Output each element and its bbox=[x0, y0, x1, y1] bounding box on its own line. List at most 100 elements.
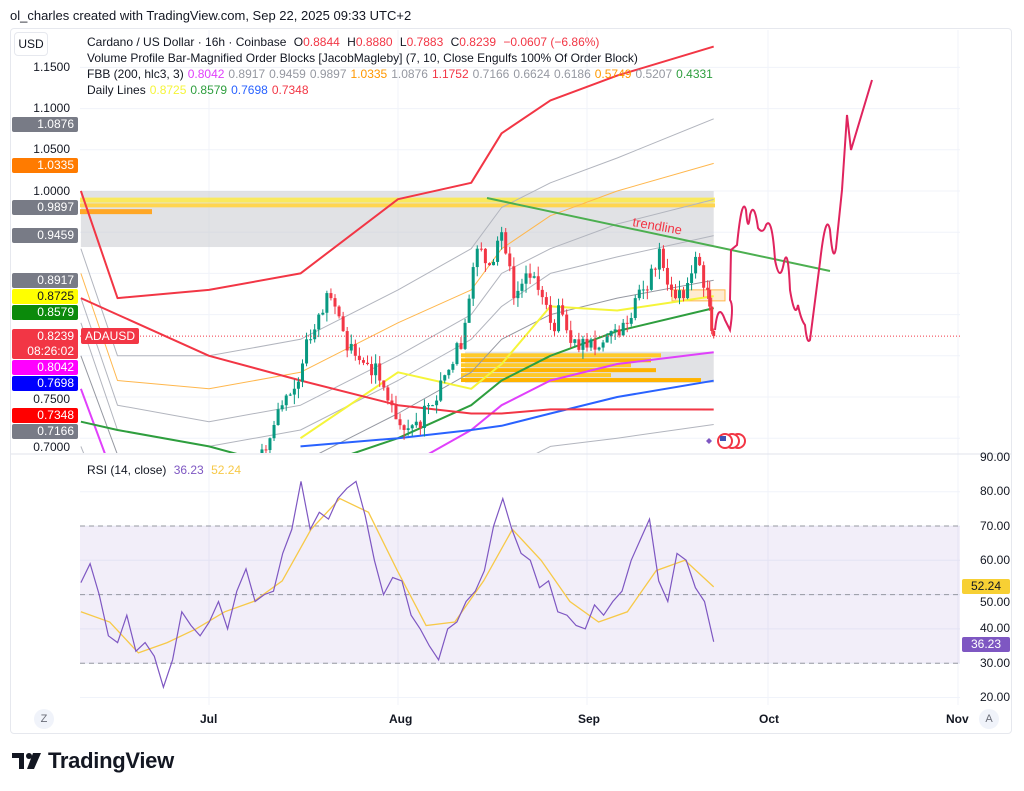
event-icons bbox=[706, 433, 746, 449]
fbb-value: 1.0876 bbox=[391, 67, 428, 81]
price-tick: 0.7000 bbox=[33, 439, 70, 454]
auto-scale-button[interactable]: A bbox=[979, 709, 999, 729]
candle-body bbox=[394, 405, 398, 420]
candle-body bbox=[418, 421, 422, 428]
candle-body bbox=[500, 232, 504, 241]
volume-bar bbox=[461, 378, 701, 383]
candle-body bbox=[276, 409, 280, 426]
candle-body bbox=[633, 298, 637, 319]
band-line bbox=[80, 351, 714, 453]
candle-body bbox=[300, 363, 304, 382]
ohlc-low: L0.7883 bbox=[399, 35, 444, 49]
candle-body bbox=[710, 306, 714, 331]
candle-body bbox=[382, 380, 386, 388]
candle-body bbox=[653, 268, 657, 270]
fbb-value: 0.5207 bbox=[635, 67, 673, 81]
rsi-tick: 80.00 bbox=[979, 484, 1010, 499]
candle-body bbox=[585, 338, 589, 348]
candle-body bbox=[366, 362, 370, 365]
fbb-value: 0.6186 bbox=[554, 67, 591, 81]
candle-body bbox=[317, 314, 321, 330]
tradingview-logo: TradingView bbox=[12, 748, 174, 774]
ohlc-close: C0.8239 bbox=[450, 35, 496, 49]
candle-body bbox=[410, 425, 414, 429]
fbb-value: 0.6624 bbox=[513, 67, 551, 81]
candle-body bbox=[447, 369, 451, 376]
candle-body bbox=[536, 276, 540, 290]
fbb-value: 1.0335 bbox=[350, 67, 388, 81]
credit-text: ol_charles created with TradingView.com,… bbox=[10, 8, 412, 23]
order-blocks-legend[interactable]: Volume Profile Bar-Magnified Order Block… bbox=[87, 51, 638, 65]
order-block-small bbox=[671, 289, 726, 302]
ohlc-high: H0.8880 bbox=[347, 35, 393, 49]
candle-body bbox=[305, 339, 309, 364]
volume-bar bbox=[461, 363, 631, 368]
candle-body bbox=[349, 343, 353, 351]
volume-bar bbox=[461, 353, 661, 358]
candle-body bbox=[520, 283, 524, 291]
candle-body bbox=[431, 405, 435, 407]
candle-body bbox=[333, 298, 337, 307]
time-label: Aug bbox=[389, 712, 413, 726]
rsi-ma-badge: 52.24 bbox=[962, 579, 1010, 595]
candle-body bbox=[459, 343, 463, 349]
price-badge: 0.8725 bbox=[12, 288, 78, 304]
candle-body bbox=[540, 289, 544, 298]
candle-body bbox=[451, 364, 455, 370]
candle-body bbox=[577, 339, 581, 350]
symbol-legend[interactable]: Cardano / US Dollar · 16h · Coinbase O0.… bbox=[87, 34, 603, 50]
candle-body bbox=[406, 428, 410, 430]
rsi-ma-line bbox=[80, 497, 715, 654]
price-badge: 0.9897 bbox=[12, 199, 78, 215]
fbb-value: 0.8917 bbox=[228, 67, 266, 81]
candle-body bbox=[661, 248, 665, 268]
rsi-tick: 70.00 bbox=[979, 518, 1010, 533]
price-badge: 0.9459 bbox=[12, 228, 78, 244]
candle-body bbox=[532, 276, 536, 278]
candle-body bbox=[605, 336, 609, 343]
candle-body bbox=[589, 339, 593, 348]
candle-body bbox=[390, 400, 394, 406]
timezone-button[interactable]: Z bbox=[34, 709, 54, 729]
volume-bar bbox=[80, 203, 715, 208]
candle-body bbox=[296, 381, 300, 389]
candle-body bbox=[508, 253, 512, 267]
band-line bbox=[80, 162, 714, 390]
candle-body bbox=[557, 305, 561, 332]
currency-button[interactable]: USD bbox=[14, 32, 48, 56]
price-badge: 1.0335 bbox=[12, 158, 78, 174]
candle-body bbox=[637, 289, 641, 299]
candle-body bbox=[641, 289, 645, 291]
band-line bbox=[80, 45, 714, 300]
candle-body bbox=[524, 273, 528, 284]
candle-body bbox=[370, 364, 374, 376]
time-label: Sep bbox=[578, 712, 601, 726]
last-price-badge: 0.8239 08:26:02 bbox=[12, 328, 78, 359]
rsi-legend[interactable]: RSI (14, close) 36.23 52.24 bbox=[87, 463, 242, 477]
candle-body bbox=[487, 263, 491, 266]
rsi-tick: 90.00 bbox=[979, 449, 1010, 464]
candle-body bbox=[264, 449, 268, 451]
candle-body bbox=[353, 343, 357, 356]
band-line bbox=[299, 295, 714, 440]
candle-body bbox=[341, 316, 345, 332]
candle-body bbox=[435, 400, 439, 406]
candle-body bbox=[682, 290, 686, 299]
candle-body bbox=[597, 347, 601, 350]
candle-body bbox=[496, 240, 500, 262]
candle-body bbox=[272, 425, 276, 439]
band-line bbox=[80, 279, 714, 453]
candle-body bbox=[552, 322, 556, 332]
rsi-line bbox=[80, 480, 715, 690]
price-badge: 1.0876 bbox=[12, 117, 78, 133]
candle-body bbox=[337, 306, 341, 317]
fbb-legend[interactable]: FBB (200, hlc3, 3) 0.8042 0.8917 0.9459 0.98… bbox=[87, 67, 713, 81]
daily-lines-legend[interactable]: Daily Lines 0.8725 0.8579 0.7698 0.7348 bbox=[87, 83, 309, 97]
candle-body bbox=[694, 256, 698, 274]
candle-body bbox=[325, 293, 329, 313]
rsi-tick: 30.00 bbox=[979, 655, 1010, 670]
band-line bbox=[80, 424, 714, 453]
candle-body bbox=[657, 248, 661, 270]
candle-body bbox=[698, 256, 702, 266]
